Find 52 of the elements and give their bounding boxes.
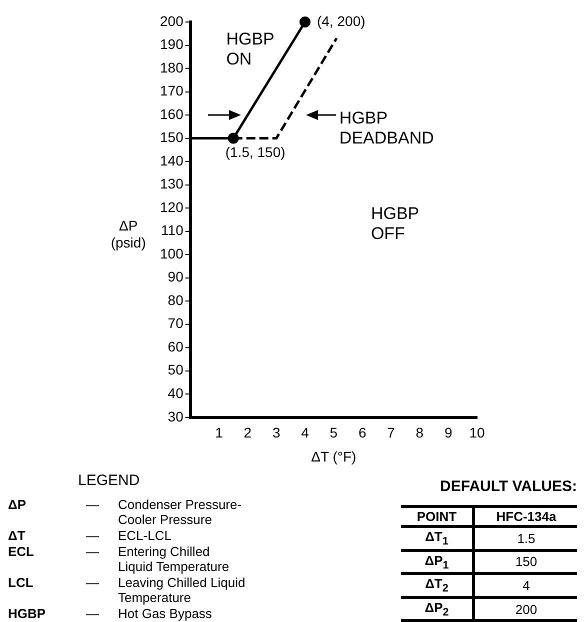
x-tick-label: 10	[469, 424, 485, 441]
y-tick-label: 60	[168, 338, 184, 354]
text: HFC-134a	[495, 508, 558, 526]
y-tick-label: 40	[168, 385, 184, 401]
text: ECL — Entering Chilled Liquid Temperature	[8, 544, 230, 574]
y-tick-label: 50	[168, 362, 184, 378]
annotation: (4, 200)	[317, 12, 366, 29]
annotation: (1.5, 150)	[225, 144, 286, 160]
text: 150	[514, 553, 538, 572]
y-tick-label: 70	[168, 315, 184, 332]
annotation: HGBP ON	[226, 29, 274, 68]
y-tick-label: 90	[168, 268, 184, 285]
y-tick-label: 170	[160, 82, 184, 99]
x-axis-title: ΔT (°F)	[311, 448, 356, 464]
x-tick-label: 1	[215, 424, 224, 441]
text: LEGEND	[77, 472, 141, 489]
y-tick-label: 180	[160, 59, 184, 76]
x-tick-label: 4	[301, 424, 310, 441]
text: ΔP$_{1}$	[401, 550, 474, 574]
text: ΔT$_{2}$	[401, 574, 474, 598]
text: 200	[514, 600, 538, 619]
y-tick-label: 100	[160, 245, 184, 262]
text: DEFAULT VALUES:	[439, 478, 577, 495]
y-axis-title: ΔP (psid)	[110, 218, 146, 251]
x-tick-label: 2	[244, 424, 252, 441]
y-tick-label: 130	[160, 176, 184, 192]
x-tick-label: 8	[416, 424, 424, 441]
y-tick-label: 150	[160, 129, 184, 146]
text: ΔT$_{1}$	[401, 526, 474, 550]
text: ΔP$_{2}$	[401, 597, 474, 621]
text: LCL — Leaving Chilled Liquid Temperature	[8, 575, 246, 605]
x-tick-label: 9	[444, 424, 452, 441]
annotation: HGBP OFF	[370, 204, 420, 243]
x-tick-label: 5	[330, 424, 338, 441]
y-tick-label: 190	[160, 36, 184, 52]
x-tick-label: 3	[272, 424, 280, 441]
text: 1.5	[516, 530, 536, 548]
x-tick-label: 6	[358, 424, 366, 441]
annotation: HGBP DEADBAND	[339, 108, 434, 148]
text: POINT	[401, 506, 474, 526]
y-tick-label: 30	[168, 408, 184, 424]
y-tick-label: 140	[160, 152, 184, 168]
y-tick-label: 200	[160, 12, 184, 29]
y-tick-label: 160	[160, 106, 184, 122]
y-tick-label: 120	[160, 198, 184, 215]
y-tick-label: 110	[161, 222, 184, 238]
text: 4	[522, 576, 531, 595]
x-tick-label: 7	[387, 424, 396, 441]
text: ΔT — ECL-LCL	[8, 528, 172, 543]
y-tick-label: 80	[168, 292, 184, 308]
text: HGBP — Hot Gas Bypass	[8, 606, 212, 621]
text: ΔP — Condenser Pressure-Cooler Pressure	[8, 497, 242, 527]
